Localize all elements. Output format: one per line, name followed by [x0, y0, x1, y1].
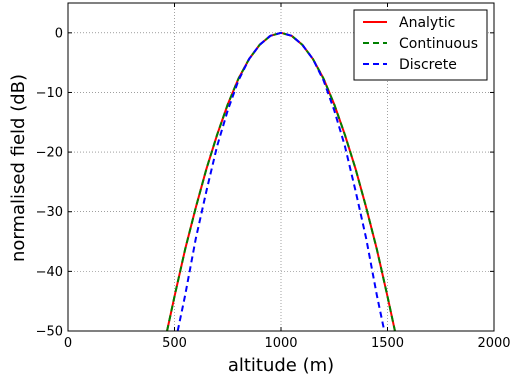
- y-tick-label: 0: [55, 26, 63, 41]
- legend-label-discrete: Discrete: [399, 57, 457, 73]
- y-axis-label: normalised field (dB): [8, 74, 29, 262]
- x-tick-label: 2000: [477, 336, 510, 351]
- series-line-continuous: [166, 31, 396, 331]
- y-tick-label: −40: [36, 265, 63, 280]
- legend: Analytic Continuous Discrete: [353, 9, 488, 81]
- y-tick-label: −10: [36, 86, 63, 101]
- series-line-discrete: [176, 31, 386, 331]
- x-axis-label: altitude (m): [228, 355, 334, 376]
- y-tick-label: −20: [36, 146, 63, 161]
- y-tick-label: −30: [36, 205, 63, 220]
- x-tick-label: 500: [162, 336, 187, 351]
- x-tick-label: 1500: [371, 336, 404, 351]
- y-tick-label: −50: [36, 325, 63, 340]
- legend-label-continuous: Continuous: [399, 36, 478, 52]
- x-tick-label: 0: [64, 336, 72, 351]
- series-lines: [166, 31, 396, 331]
- legend-label-analytic: Analytic: [399, 15, 455, 31]
- axis-ticks: 0 500 1000 1500 2000 0 −10 −20 −30 −40 −50: [36, 3, 511, 351]
- x-tick-label: 1000: [264, 336, 297, 351]
